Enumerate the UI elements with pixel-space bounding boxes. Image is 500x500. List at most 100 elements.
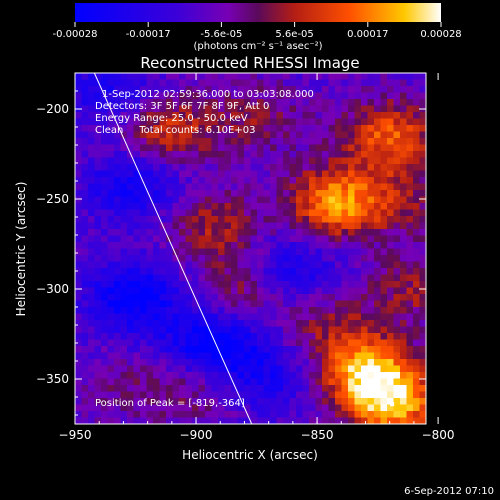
heatmap-cell bbox=[218, 391, 226, 399]
heatmap-cell bbox=[341, 255, 349, 263]
heatmap-cell bbox=[127, 326, 135, 334]
heatmap-cell bbox=[159, 294, 167, 302]
heatmap-cell bbox=[231, 365, 239, 373]
heatmap-cell bbox=[393, 73, 401, 81]
heatmap-cell bbox=[322, 222, 330, 230]
heatmap-cell bbox=[159, 307, 167, 315]
heatmap-cell bbox=[237, 229, 245, 237]
heatmap-cell bbox=[348, 268, 356, 276]
heatmap-cell bbox=[231, 79, 239, 87]
heatmap-cell bbox=[315, 398, 323, 406]
heatmap-cell bbox=[81, 274, 89, 282]
heatmap-cell bbox=[328, 164, 336, 172]
heatmap-cell bbox=[146, 99, 154, 107]
heatmap-cell bbox=[374, 346, 382, 354]
heatmap-cell bbox=[341, 112, 349, 120]
heatmap-cell bbox=[127, 99, 135, 107]
heatmap-cell bbox=[367, 287, 375, 295]
heatmap-cell bbox=[302, 294, 310, 302]
heatmap-cell bbox=[237, 268, 245, 276]
heatmap-cell bbox=[244, 151, 252, 159]
heatmap-cell bbox=[88, 346, 96, 354]
heatmap-cell bbox=[75, 86, 83, 94]
heatmap-cell bbox=[81, 144, 89, 152]
heatmap-cell bbox=[406, 203, 414, 211]
heatmap-cell bbox=[335, 307, 343, 315]
heatmap-cell bbox=[94, 242, 102, 250]
heatmap-cell bbox=[114, 268, 122, 276]
heatmap-cell bbox=[419, 118, 426, 126]
heatmap-cell bbox=[250, 216, 258, 224]
heatmap-cell bbox=[120, 216, 128, 224]
heatmap-cell bbox=[322, 73, 330, 81]
heatmap-cell bbox=[309, 164, 317, 172]
heatmap-cell bbox=[328, 157, 336, 165]
heatmap-cell bbox=[211, 320, 219, 328]
heatmap-cell bbox=[88, 86, 96, 94]
heatmap-cell bbox=[179, 164, 187, 172]
heatmap-cell bbox=[198, 333, 206, 341]
heatmap-cell bbox=[374, 177, 382, 185]
heatmap-cell bbox=[322, 118, 330, 126]
heatmap-cell bbox=[179, 177, 187, 185]
heatmap-cell bbox=[393, 320, 401, 328]
heatmap-cell bbox=[302, 352, 310, 360]
heatmap-cell bbox=[341, 339, 349, 347]
heatmap-cell bbox=[354, 73, 362, 81]
heatmap-cell bbox=[114, 365, 122, 373]
heatmap-cell bbox=[159, 320, 167, 328]
heatmap-cell bbox=[309, 144, 317, 152]
heatmap-cell bbox=[133, 333, 141, 341]
heatmap-cell bbox=[348, 190, 356, 198]
heatmap-cell bbox=[159, 138, 167, 146]
heatmap-cell bbox=[224, 411, 232, 419]
heatmap-cell bbox=[374, 378, 382, 386]
heatmap-cell bbox=[231, 183, 239, 191]
heatmap-cell bbox=[198, 378, 206, 386]
heatmap-cell bbox=[322, 203, 330, 211]
heatmap-cell bbox=[218, 313, 226, 321]
heatmap-cell bbox=[387, 216, 395, 224]
heatmap-cell bbox=[75, 183, 83, 191]
heatmap-cell bbox=[198, 248, 206, 256]
heatmap-cell bbox=[88, 378, 96, 386]
heatmap-cell bbox=[172, 359, 180, 367]
colorbar-tick-label: -0.00028 bbox=[53, 29, 98, 40]
heatmap-cell bbox=[75, 320, 83, 328]
heatmap-cell bbox=[172, 274, 180, 282]
heatmap-cell bbox=[335, 118, 343, 126]
heatmap-cell bbox=[393, 235, 401, 243]
heatmap-cell bbox=[276, 105, 284, 113]
heatmap-cell bbox=[315, 352, 323, 360]
heatmap-cell bbox=[127, 79, 135, 87]
heatmap-cell bbox=[296, 203, 304, 211]
heatmap-cell bbox=[205, 417, 213, 424]
heatmap-cell bbox=[270, 203, 278, 211]
heatmap-cell bbox=[413, 209, 421, 217]
heatmap-cell bbox=[231, 300, 239, 308]
heatmap-cell bbox=[387, 261, 395, 269]
heatmap-cell bbox=[309, 216, 317, 224]
heatmap-cell bbox=[88, 294, 96, 302]
x-tick-label: −800 bbox=[422, 428, 455, 442]
heatmap-cell bbox=[218, 144, 226, 152]
heatmap-cell bbox=[309, 255, 317, 263]
heatmap-cell bbox=[263, 261, 271, 269]
peak-position-label: Position of Peak = [-819,-364] bbox=[95, 398, 245, 409]
heatmap-cell bbox=[159, 268, 167, 276]
heatmap-cell bbox=[393, 365, 401, 373]
heatmap-cell bbox=[250, 170, 258, 178]
heatmap-cell bbox=[140, 125, 148, 133]
heatmap-cell bbox=[296, 398, 304, 406]
heatmap-cell bbox=[127, 105, 135, 113]
heatmap-cell bbox=[354, 99, 362, 107]
heatmap-cell bbox=[263, 125, 271, 133]
heatmap-cell bbox=[270, 372, 278, 380]
heatmap-cell bbox=[224, 326, 232, 334]
heatmap-cell bbox=[328, 261, 336, 269]
heatmap-cell bbox=[185, 411, 193, 419]
heatmap-cell bbox=[276, 307, 284, 315]
heatmap-cell bbox=[237, 79, 245, 87]
heatmap-cell bbox=[322, 196, 330, 204]
heatmap-cell bbox=[387, 365, 395, 373]
